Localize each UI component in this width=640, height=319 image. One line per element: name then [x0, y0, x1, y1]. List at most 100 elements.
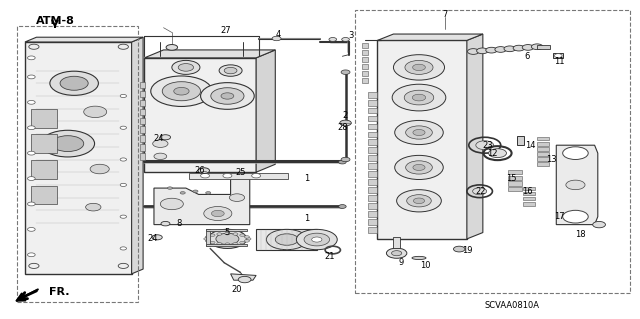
Circle shape — [467, 49, 479, 54]
Circle shape — [233, 233, 238, 235]
Circle shape — [210, 234, 215, 236]
Bar — [368, 131, 377, 137]
Circle shape — [477, 48, 488, 54]
Circle shape — [413, 130, 425, 136]
Circle shape — [166, 45, 177, 50]
Circle shape — [296, 229, 337, 250]
Circle shape — [84, 106, 107, 118]
Circle shape — [178, 63, 193, 71]
Circle shape — [216, 233, 239, 245]
Bar — [140, 91, 145, 97]
Circle shape — [52, 136, 84, 152]
Text: 14: 14 — [525, 141, 536, 150]
Bar — [368, 139, 377, 145]
Circle shape — [210, 241, 215, 244]
Bar — [362, 57, 368, 62]
Bar — [140, 109, 145, 115]
Circle shape — [200, 174, 209, 178]
Circle shape — [397, 190, 442, 212]
Circle shape — [563, 210, 588, 223]
Bar — [368, 211, 377, 217]
Circle shape — [223, 174, 232, 178]
Bar — [368, 219, 377, 225]
Circle shape — [225, 243, 230, 245]
Bar — [508, 182, 522, 186]
Circle shape — [152, 235, 163, 240]
Circle shape — [193, 190, 198, 193]
Circle shape — [168, 187, 173, 189]
Circle shape — [120, 126, 127, 129]
Circle shape — [198, 168, 209, 174]
Bar — [256, 229, 317, 250]
Circle shape — [204, 238, 209, 240]
Circle shape — [86, 203, 101, 211]
Circle shape — [244, 240, 250, 242]
Circle shape — [233, 242, 238, 245]
Bar — [368, 179, 377, 185]
Circle shape — [153, 140, 168, 147]
Circle shape — [412, 94, 426, 101]
Text: 9: 9 — [399, 258, 404, 267]
Circle shape — [217, 242, 222, 245]
Circle shape — [28, 100, 35, 104]
Text: SCVAA0810A: SCVAA0810A — [484, 301, 539, 310]
Circle shape — [204, 206, 232, 220]
Circle shape — [41, 130, 95, 157]
Bar — [31, 109, 57, 128]
Circle shape — [392, 84, 446, 111]
Bar — [362, 64, 368, 69]
Bar — [189, 173, 288, 179]
Polygon shape — [378, 34, 483, 41]
Circle shape — [28, 177, 35, 181]
Circle shape — [566, 180, 585, 190]
Circle shape — [205, 192, 211, 194]
Circle shape — [161, 221, 170, 226]
Text: 16: 16 — [522, 187, 533, 196]
Bar — [523, 192, 534, 196]
Circle shape — [28, 151, 35, 155]
Text: 22: 22 — [476, 187, 486, 196]
Bar — [368, 92, 377, 98]
Text: 12: 12 — [487, 149, 498, 158]
Text: 2: 2 — [342, 111, 348, 120]
Bar — [508, 187, 522, 191]
Bar — [355, 10, 630, 293]
Circle shape — [395, 121, 444, 145]
Circle shape — [405, 60, 433, 74]
Circle shape — [225, 233, 230, 235]
Text: 28: 28 — [337, 123, 348, 132]
Bar — [362, 71, 368, 76]
Bar — [537, 137, 548, 140]
Circle shape — [118, 263, 129, 269]
Circle shape — [304, 233, 330, 246]
Circle shape — [120, 183, 127, 187]
Bar — [368, 155, 377, 161]
Bar — [508, 176, 522, 180]
Circle shape — [28, 126, 35, 130]
Polygon shape — [145, 58, 256, 172]
Text: 8: 8 — [177, 219, 182, 227]
Text: FR.: FR. — [49, 287, 69, 297]
Bar — [140, 144, 145, 151]
Circle shape — [211, 210, 224, 217]
Text: 23: 23 — [482, 141, 493, 150]
Circle shape — [272, 36, 281, 41]
Bar — [368, 227, 377, 233]
Text: 21: 21 — [324, 252, 335, 261]
Bar — [368, 187, 377, 193]
Circle shape — [217, 233, 222, 235]
Bar — [537, 152, 548, 156]
Bar — [140, 118, 145, 124]
Text: 24: 24 — [147, 234, 158, 243]
Circle shape — [472, 188, 486, 195]
Circle shape — [200, 83, 254, 109]
Bar — [31, 134, 57, 153]
Circle shape — [29, 44, 39, 49]
Text: 20: 20 — [232, 285, 242, 294]
Circle shape — [211, 88, 244, 104]
Polygon shape — [25, 42, 132, 274]
Circle shape — [120, 94, 127, 98]
Text: 24: 24 — [154, 134, 164, 143]
Circle shape — [205, 236, 211, 238]
Circle shape — [406, 126, 433, 139]
